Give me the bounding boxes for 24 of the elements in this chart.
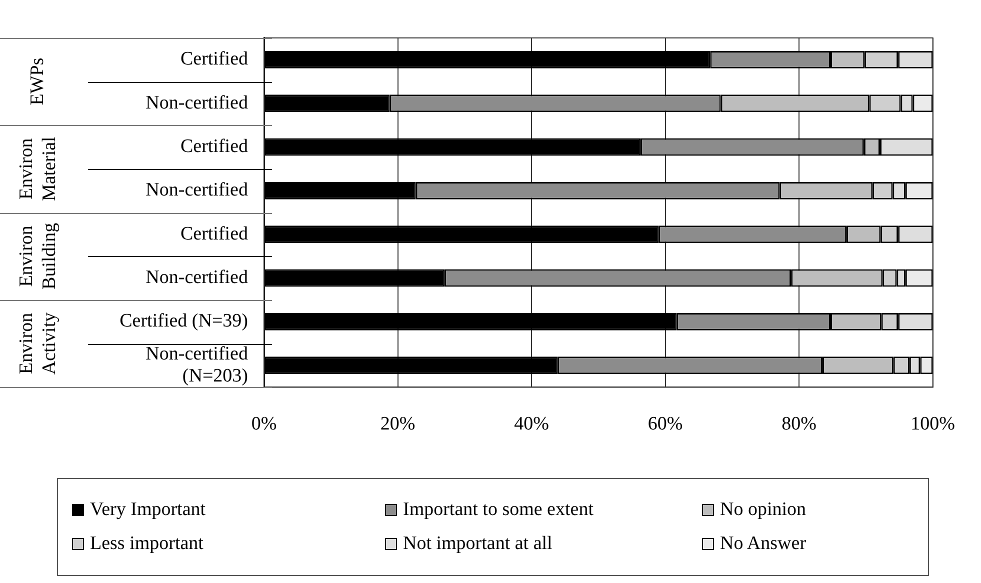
x-tick-label: 20%	[380, 414, 416, 435]
y-tick-label: Certified	[180, 223, 248, 244]
legend-label: Less important	[90, 533, 204, 555]
y-tick-label: Non-certified (N=203)	[146, 343, 248, 386]
text: Environ Activity	[16, 312, 60, 375]
text: Environ Material	[16, 136, 60, 202]
y-tick-label: Certified	[180, 136, 248, 158]
x-tick-label: 100%	[910, 414, 956, 435]
x-tick-label: 80%	[782, 414, 817, 435]
legend-label: No opinion	[720, 499, 806, 521]
text: EWPs	[26, 58, 48, 106]
y-tick-label: Non-certified	[146, 267, 248, 288]
legend-label: Not important at all	[403, 533, 552, 555]
x-tick-label: 0%	[251, 414, 277, 435]
legend-label: No Answer	[720, 533, 806, 555]
x-tick-label: 60%	[648, 414, 683, 435]
text: Environ Building	[16, 222, 60, 290]
y-tick-label: Certified (N=39)	[120, 310, 248, 332]
y-tick-label: Non-certified	[146, 180, 248, 201]
y-tick-label: Non-certified	[146, 92, 248, 114]
legend-label: Very Important	[90, 499, 206, 521]
y-tick-label: Certified	[180, 48, 248, 70]
x-tick-label: 40%	[514, 414, 550, 435]
legend-label: Important to some extent	[403, 499, 594, 521]
